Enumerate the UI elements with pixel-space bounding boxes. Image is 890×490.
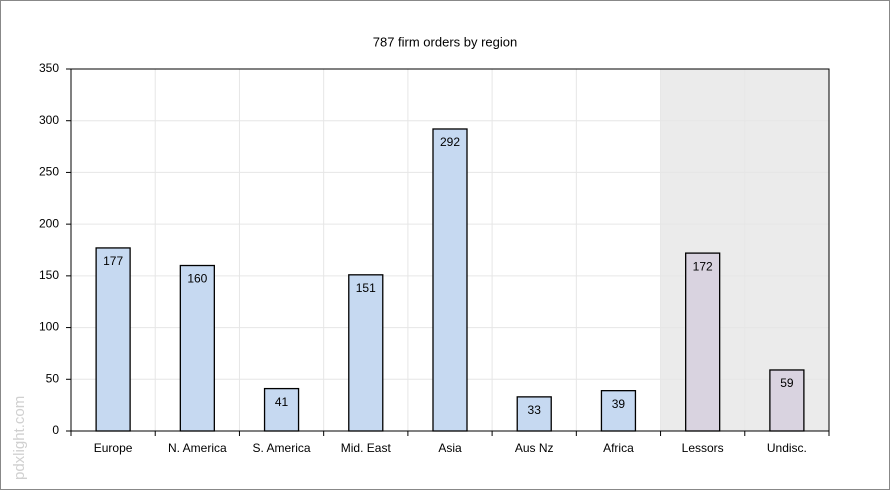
bar — [685, 252, 721, 432]
y-tick-label: 100 — [39, 320, 59, 334]
bar — [348, 274, 384, 432]
watermark: pdxlight.com — [11, 396, 28, 480]
x-tick-label: Asia — [438, 441, 462, 455]
value-label: 59 — [780, 376, 794, 390]
bar — [516, 396, 552, 432]
y-tick-label: 250 — [39, 165, 59, 179]
x-tick-label: Mid. East — [341, 441, 392, 455]
y-tick-label: 200 — [39, 216, 59, 230]
value-label: 151 — [356, 281, 376, 295]
x-tick-label: Europe — [94, 441, 133, 455]
value-label: 39 — [612, 397, 626, 411]
bar — [432, 128, 468, 432]
y-tick-label: 50 — [46, 371, 60, 385]
x-tick-label: Aus Nz — [515, 441, 554, 455]
value-label: 33 — [528, 403, 542, 417]
band-background — [492, 69, 577, 431]
value-label: 292 — [440, 135, 460, 149]
x-tick-label: N. America — [168, 441, 227, 455]
x-tick-label: S. America — [253, 441, 311, 455]
band-background — [576, 69, 661, 431]
bar — [769, 369, 805, 432]
value-label: 41 — [275, 395, 289, 409]
x-tick-label: Africa — [603, 441, 634, 455]
y-tick-label: 150 — [39, 268, 59, 282]
y-tick-label: 350 — [39, 61, 59, 75]
x-tick-label: Lessors — [682, 441, 724, 455]
value-label: 172 — [693, 259, 713, 273]
chart-title: 787 firm orders by region — [373, 34, 518, 49]
value-label: 160 — [187, 272, 207, 286]
value-label: 177 — [103, 254, 123, 268]
bar — [95, 247, 131, 432]
bar — [179, 264, 215, 432]
bar — [600, 390, 637, 432]
bar — [263, 387, 300, 432]
band-background — [239, 69, 324, 431]
x-tick-label: Undisc. — [767, 441, 807, 455]
y-tick-label: 300 — [39, 113, 59, 127]
y-tick-label: 0 — [52, 423, 59, 437]
